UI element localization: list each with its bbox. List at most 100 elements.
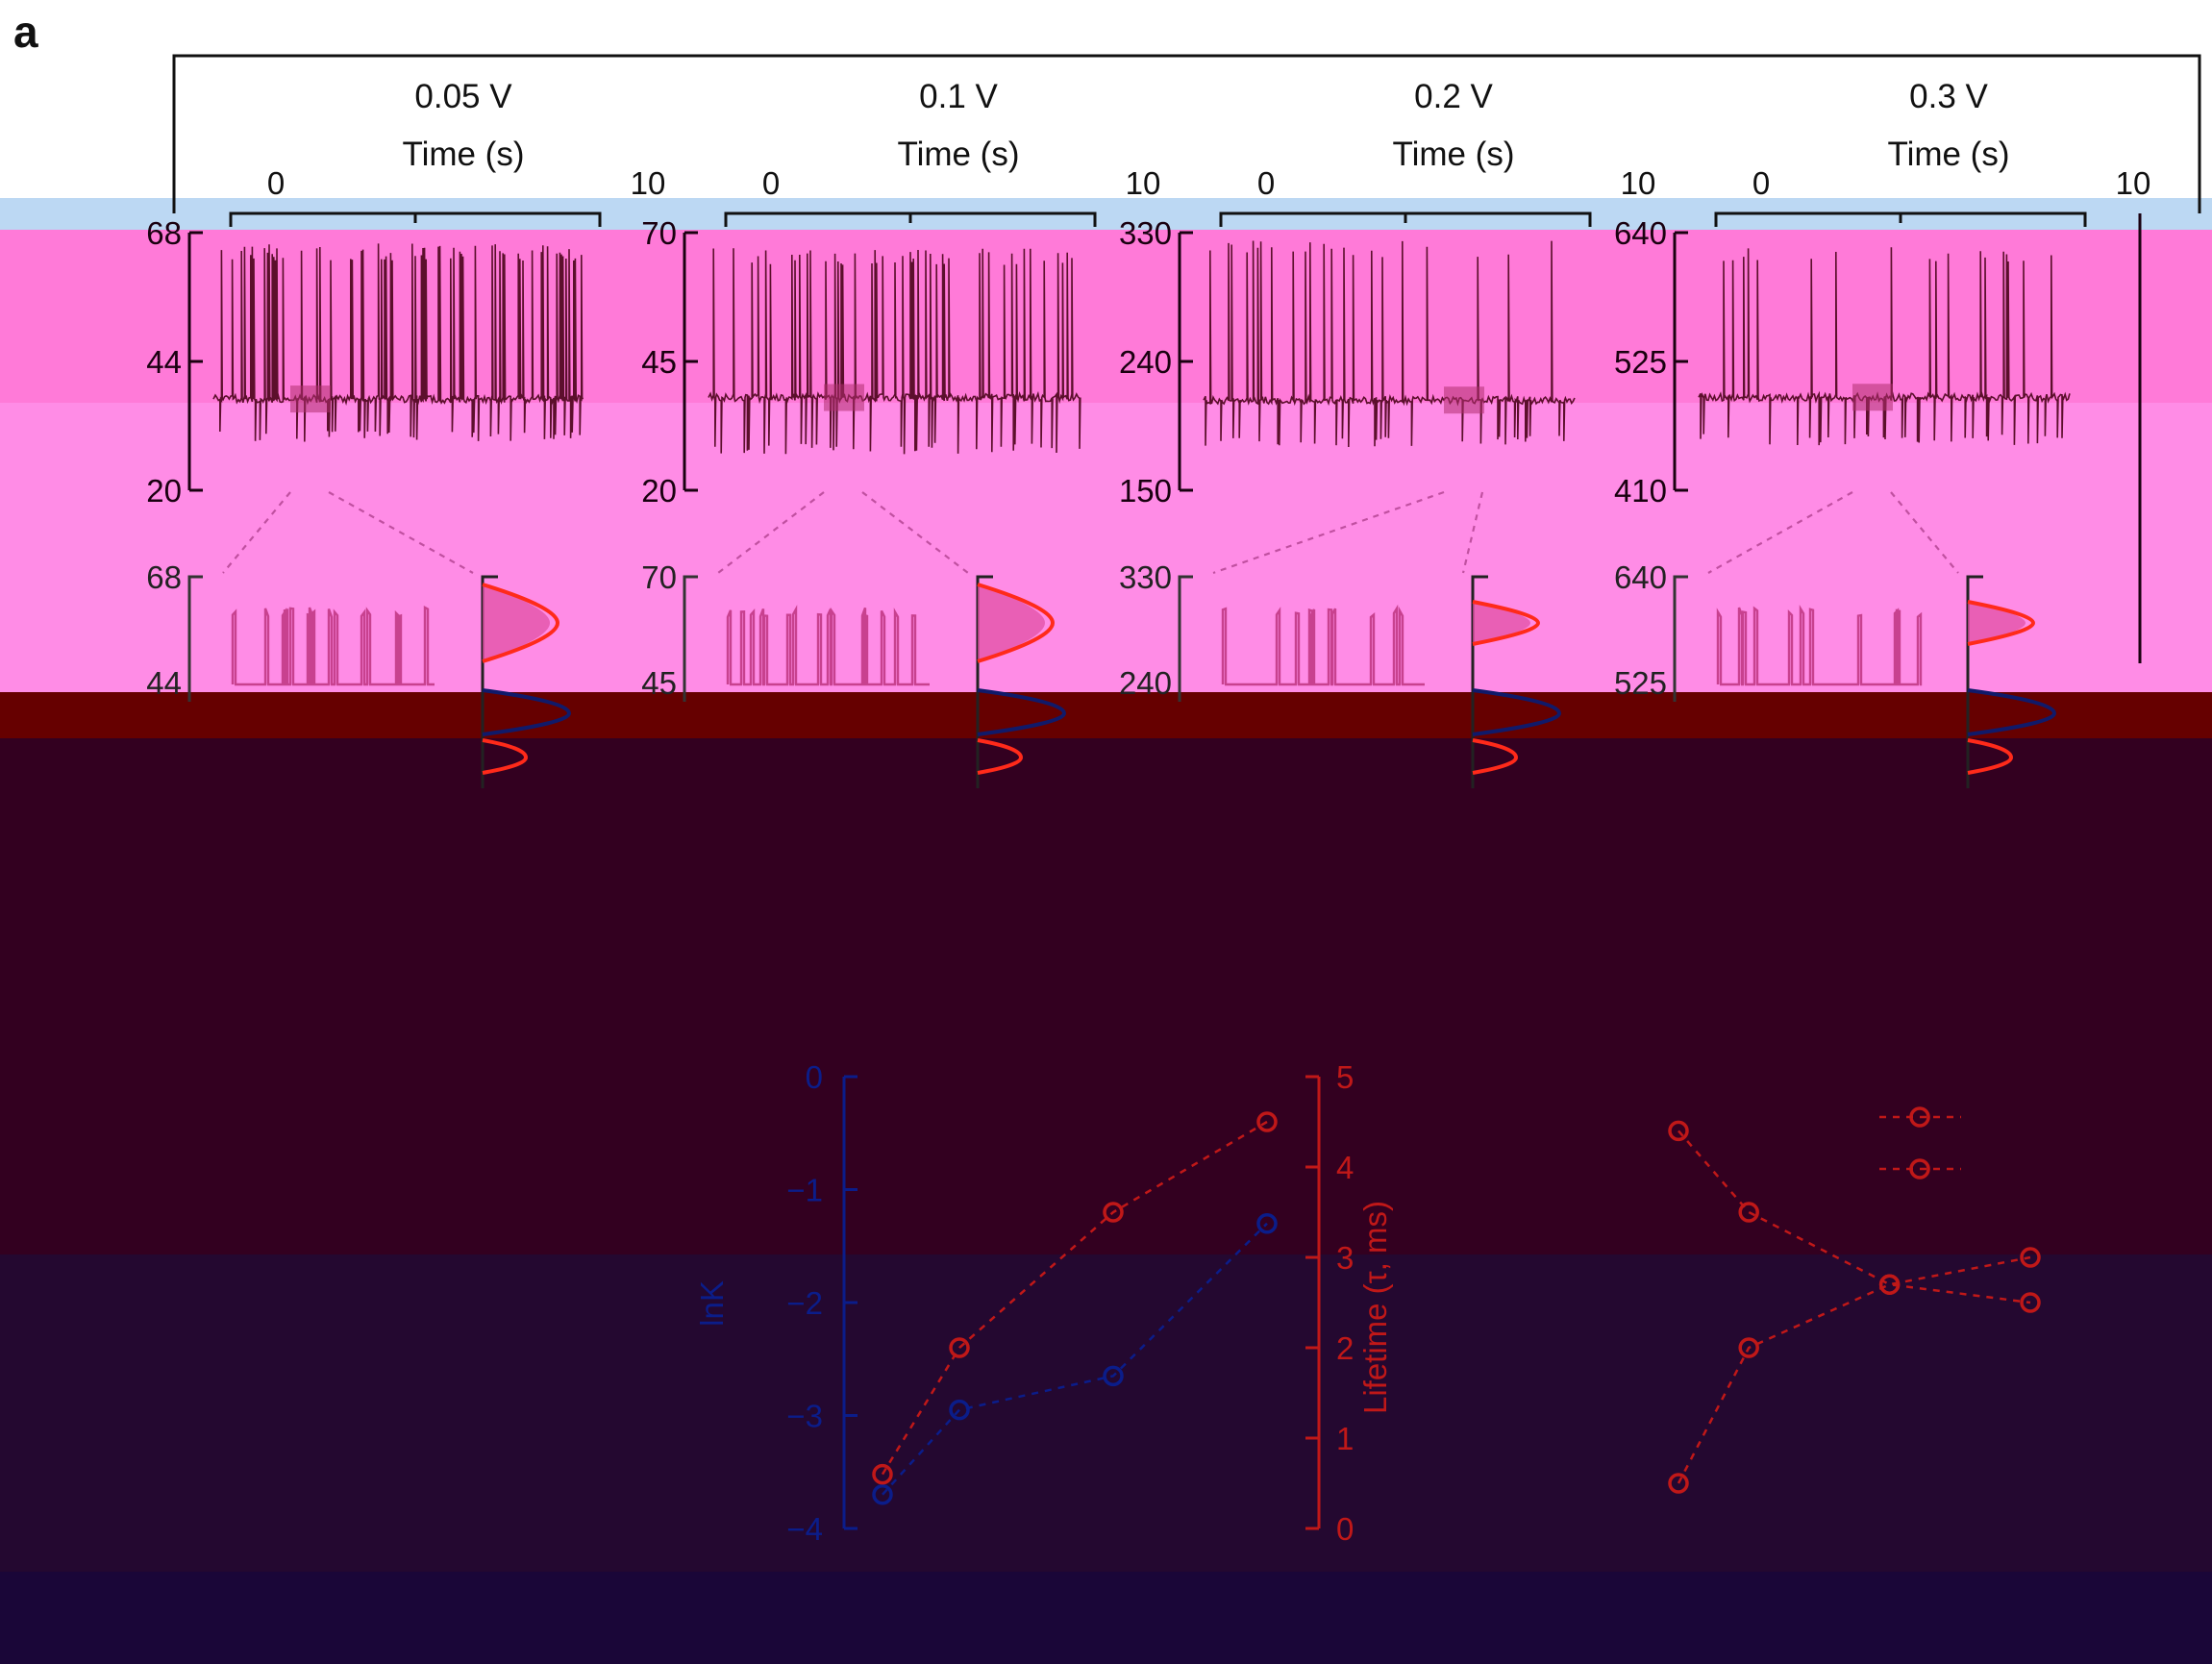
- current-tick-label: 640: [1614, 215, 1667, 251]
- rate-point: [1738, 1202, 1759, 1223]
- lnk-point: [1256, 1213, 1278, 1234]
- background-band-dark: [0, 738, 2212, 1254]
- zoom-trace: [726, 605, 930, 686]
- voltage-label: 0.1 V: [919, 78, 998, 115]
- zoom-arrow-right: [1461, 491, 1484, 574]
- lifetime-tick-label: 4: [1336, 1150, 1354, 1185]
- rate-point: [1878, 1274, 1901, 1295]
- zoom-window-highlight: [824, 384, 864, 411]
- zoom-arrow-left: [1707, 491, 1853, 574]
- rate-point: [1738, 1337, 1759, 1358]
- histogram-fit-red-lower: [482, 738, 529, 775]
- lnk-tick-label: −2: [786, 1285, 823, 1321]
- current-tick-label: 150: [1119, 473, 1172, 509]
- panel-label: a: [13, 7, 38, 57]
- current-tick-label: 70: [641, 215, 677, 251]
- time-tick-label: 10: [1126, 165, 1161, 201]
- zoom-axis-line: [1673, 575, 1688, 702]
- lnk-tick-label: −4: [786, 1511, 823, 1547]
- rate-line-0: [1677, 1255, 2031, 1484]
- trace-panel-1: 0.1 V Time (s) 0 10 70 45 20 70 45: [641, 78, 1160, 788]
- zoom-trace: [231, 606, 435, 686]
- legend-marker-0: [1909, 1106, 1930, 1128]
- zoom-arrow-right: [328, 491, 474, 574]
- histogram-fit-red: [1967, 600, 2036, 646]
- time-tick-label: 0: [267, 165, 285, 201]
- histogram-axis: [1966, 575, 1983, 788]
- time-tick-label: 0: [762, 165, 780, 201]
- current-tick-label: 20: [146, 473, 182, 509]
- zoom-arrow-left: [222, 491, 291, 574]
- zoom-axis-line: [683, 575, 698, 702]
- current-trace: [1698, 247, 2071, 446]
- zoom-trace: [1716, 604, 1923, 686]
- histogram-fit-red: [977, 583, 1056, 663]
- lifetime-point: [949, 1337, 970, 1358]
- zoom-trace: [1221, 604, 1425, 686]
- histogram-fit-blue: [977, 688, 1067, 736]
- zoom-tick-label: 68: [146, 559, 182, 595]
- histogram-fill: [483, 584, 550, 661]
- background-band-navy: [0, 1572, 2212, 1664]
- current-tick-label: 20: [641, 473, 677, 509]
- histogram-fit-blue: [482, 688, 572, 736]
- voltage-label: 0.05 V: [414, 78, 512, 115]
- lnk-tick-label: −3: [786, 1399, 823, 1434]
- current-tick-label: 410: [1614, 473, 1667, 509]
- histogram-fit-blue: [1967, 688, 2057, 736]
- histogram-fit-red-lower: [1472, 738, 1519, 775]
- header-bracket: [172, 54, 2201, 213]
- zoom-tick-label: 45: [641, 665, 677, 701]
- background-band-pink-upper: [0, 230, 2212, 403]
- histogram-axis: [481, 575, 498, 788]
- lnk-point: [1103, 1365, 1124, 1387]
- trace-panel-2: 0.2 V Time (s) 0 10 330 240 150 330 240: [1119, 78, 1655, 788]
- current-tick-label: 330: [1119, 215, 1172, 251]
- zoom-tick-label: 640: [1614, 559, 1667, 595]
- current-trace: [708, 248, 1081, 455]
- rate-point: [1668, 1120, 1689, 1142]
- histogram-fit-red-lower: [977, 738, 1024, 775]
- histogram-fit-red: [482, 583, 560, 663]
- lnk-axis-title: lnK: [694, 1280, 730, 1327]
- current-tick-label: 68: [146, 215, 182, 251]
- current-tick-label: 45: [641, 344, 677, 380]
- lifetime-tick-label: 2: [1336, 1330, 1354, 1366]
- zoom-window-highlight: [1444, 386, 1484, 414]
- background-band-red: [0, 692, 2212, 738]
- voltage-label: 0.2 V: [1414, 78, 1493, 115]
- lifetime-axis-title: Lifetime (τ, ms): [1357, 1201, 1393, 1414]
- lifetime-point: [1103, 1202, 1124, 1223]
- zoom-tick-label: 525: [1614, 665, 1667, 701]
- background-band-pink-lower: [0, 403, 2212, 692]
- lifetime-point: [872, 1463, 893, 1485]
- zoom-axis-line: [187, 575, 203, 702]
- trace-panel-0: 0.05 V Time (s) 0 10 68 44 20 68 44: [146, 78, 665, 788]
- time-axis-label: Time (s): [1887, 136, 2009, 173]
- time-axis-label: Time (s): [1392, 136, 1514, 173]
- zoom-tick-label: 240: [1119, 665, 1172, 701]
- lnk-tick-label: 0: [806, 1059, 823, 1095]
- lifetime-tick-label: 1: [1336, 1421, 1354, 1456]
- rate-point: [2020, 1247, 2041, 1268]
- voltage-header-frame: [172, 54, 2201, 213]
- time-tick-label: 0: [1752, 165, 1770, 201]
- time-axis-label: Time (s): [897, 136, 1019, 173]
- histogram-axis: [1471, 575, 1488, 788]
- zoom-arrow-right: [861, 491, 969, 574]
- current-trace: [212, 243, 584, 442]
- time-tick-label: 10: [631, 165, 666, 201]
- lnk-tick-label: −1: [786, 1173, 823, 1208]
- zoom-arrow-right: [1890, 491, 1959, 574]
- rate-line-1: [1678, 1130, 2031, 1304]
- bottom-plots: 0 −1 −2 −3 −4 lnK 5 4 3 2 1 0 Lifetime (τ, ms): [694, 1059, 2041, 1547]
- histogram-fill: [978, 584, 1045, 661]
- background-band-dark-lower: [0, 1254, 2212, 1572]
- histogram-fit-red-lower: [1967, 738, 2014, 775]
- histogram-fit-red: [1472, 600, 1541, 646]
- time-tick-label: 0: [1257, 165, 1275, 201]
- zoom-axis-line: [1178, 575, 1193, 702]
- lifetime-tick-label: 5: [1336, 1059, 1354, 1095]
- zoom-window-highlight: [290, 385, 331, 413]
- rate-point: [1668, 1473, 1689, 1494]
